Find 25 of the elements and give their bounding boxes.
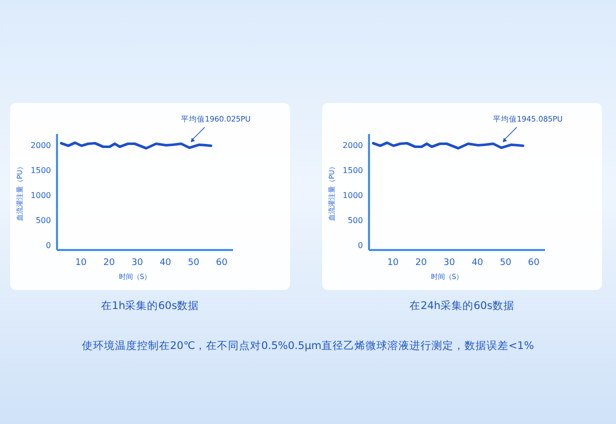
x-tick-label: 50: [188, 258, 200, 268]
text: 在24h采集的60s数据: [410, 299, 514, 312]
y-tick-label: 500: [348, 216, 363, 225]
x-tick-label: 60: [216, 258, 228, 268]
y-tick-label: 500: [36, 216, 51, 225]
x-tick-label: 10: [75, 258, 87, 268]
text: 在1h采集的60s数据: [100, 299, 200, 312]
y-tick-label: 0: [46, 240, 51, 250]
x-tick-label: 50: [500, 258, 512, 268]
x-tick-label: 40: [160, 258, 172, 268]
y-tick-label: 2000: [342, 140, 363, 150]
y-tick-label: 1000: [342, 190, 363, 200]
text: 使环境温度控制在20℃，在不同点对0.5%0.5μm直径乙烯微球溶液进行测定，数据误差<1%: [82, 339, 534, 352]
x-tick-label: 10: [387, 258, 399, 268]
y-tick-label: 1000: [30, 190, 51, 200]
y-tick-label: 0: [358, 240, 363, 250]
x-tick-label: 30: [444, 258, 456, 268]
x-tick-label: 60: [528, 258, 540, 268]
x-tick-label: 20: [103, 258, 116, 268]
y-tick-label: 2000: [30, 140, 51, 150]
x-tick-label: 20: [415, 258, 428, 268]
x-tick-label: 40: [472, 258, 484, 268]
x-tick-label: 30: [132, 258, 144, 268]
y-tick-label: 1500: [342, 166, 363, 175]
y-tick-label: 1500: [30, 166, 51, 175]
